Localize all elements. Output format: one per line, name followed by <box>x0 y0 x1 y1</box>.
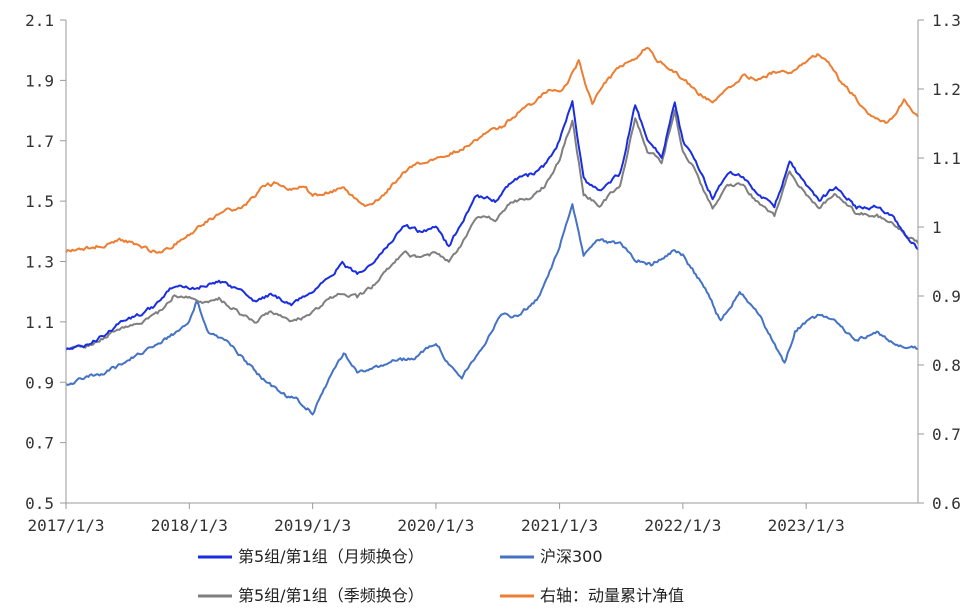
legend-label-1: 沪深300 <box>540 547 603 566</box>
x-tick-label: 2022/1/3 <box>644 516 721 535</box>
x-tick-label: 2017/1/3 <box>27 516 104 535</box>
y-axis-left: 0.5 0.7 0.9 1.1 1.3 1.5 1.7 1.9 2.1 <box>25 11 67 513</box>
series-line-2 <box>65 109 919 351</box>
series-line-3 <box>65 46 919 254</box>
series-layer <box>65 46 919 416</box>
legend-label-0: 第5组/第1组（月频换仓） <box>238 547 424 566</box>
y-right-tick-label: 1 <box>932 218 942 237</box>
y-right-tick-label: 1.3 <box>932 11 961 30</box>
y-left-tick-label: 1.5 <box>25 192 54 211</box>
legend-label-3: 右轴：动量累计净值 <box>540 586 684 605</box>
y-right-tick-label: 0.6 <box>932 494 961 513</box>
y-left-tick-label: 1.7 <box>25 132 54 151</box>
series-line-0 <box>65 100 919 351</box>
y-left-tick-label: 1.1 <box>25 313 54 332</box>
legend: 第5组/第1组（月频换仓） 沪深300 第5组/第1组（季频换仓） 右轴：动量累计净值 <box>198 547 684 605</box>
x-axis: 2017/1/3 2018/1/3 2019/1/3 2020/1/3 2021/1/3… <box>27 502 918 535</box>
y-left-tick-label: 1.3 <box>25 253 54 272</box>
x-tick-label: 2019/1/3 <box>274 516 351 535</box>
series-line-1 <box>65 203 919 416</box>
y-left-tick-label: 0.7 <box>25 434 54 453</box>
y-right-tick-label: 0.8 <box>932 356 961 375</box>
y-right-tick-label: 1.1 <box>932 149 961 168</box>
y-left-tick-label: 2.1 <box>25 11 54 30</box>
y-axis-right: 0.6 0.7 0.8 0.9 1 1.1 1.2 1.3 <box>917 11 961 513</box>
y-left-tick-label: 0.5 <box>25 494 54 513</box>
y-right-tick-label: 0.9 <box>932 287 961 306</box>
x-tick-label: 2018/1/3 <box>151 516 228 535</box>
x-tick-label: 2020/1/3 <box>397 516 474 535</box>
y-right-tick-label: 0.7 <box>932 425 961 444</box>
y-right-tick-label: 1.2 <box>932 80 961 99</box>
legend-label-2: 第5组/第1组（季频换仓） <box>238 586 424 605</box>
y-left-tick-label: 0.9 <box>25 373 54 392</box>
x-tick-label: 2021/1/3 <box>521 516 598 535</box>
y-left-tick-label: 1.9 <box>25 71 54 90</box>
x-tick-label: 2023/1/3 <box>768 516 845 535</box>
